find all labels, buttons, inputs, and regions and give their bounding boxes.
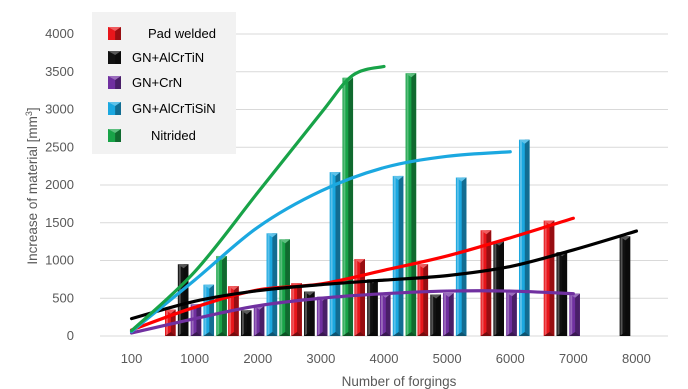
trendline xyxy=(129,150,512,334)
y-tick-label: 1500 xyxy=(45,215,74,230)
bar xyxy=(480,230,492,336)
bar xyxy=(379,293,391,336)
bar xyxy=(506,292,517,336)
y-tick-label: 4000 xyxy=(45,26,74,41)
y-tick-label: 0 xyxy=(67,328,74,343)
y-tick-label: 2500 xyxy=(45,139,74,154)
y-tick-label: 3500 xyxy=(45,64,74,79)
bar xyxy=(266,233,278,336)
y-axis-title: Increase of material [mm3] xyxy=(24,107,40,264)
bar xyxy=(430,294,441,336)
bar xyxy=(367,279,378,336)
bar xyxy=(443,292,454,336)
bar xyxy=(329,172,341,336)
y-tick-label: 2000 xyxy=(45,177,74,192)
bar xyxy=(304,291,315,336)
bar xyxy=(203,284,215,336)
x-tick-label: 3000 xyxy=(306,351,335,366)
bar xyxy=(455,177,467,336)
bar xyxy=(569,293,580,336)
bar xyxy=(253,305,265,336)
legend-label: GN+AlCrTiSiN xyxy=(132,101,216,116)
x-tick-label: 5000 xyxy=(433,351,462,366)
trendline xyxy=(129,289,575,335)
x-tick-label: 6000 xyxy=(496,351,525,366)
x-axis-title: Number of forgings xyxy=(342,374,457,389)
y-axis-title-main: Increase of material [mm xyxy=(25,116,40,265)
y-axis: 0 500 1000 1500 2000 2500 3000 3500 4000 xyxy=(45,26,74,343)
trendline xyxy=(129,64,386,333)
legend-label: GN+AlCrTiN xyxy=(132,50,204,65)
bar xyxy=(392,175,404,336)
bar xyxy=(291,283,302,336)
bar xyxy=(177,264,189,336)
legend-swatch xyxy=(108,76,121,89)
trendline xyxy=(129,216,575,332)
y-axis-title-sup: 3 xyxy=(24,111,34,116)
bar xyxy=(354,258,365,336)
legend-swatch xyxy=(108,102,121,115)
legend-swatch xyxy=(108,129,121,142)
bar xyxy=(543,220,555,336)
x-tick-label: 100 xyxy=(121,351,143,366)
x-axis: 100 1000 2000 3000 4000 5000 6000 7000 8000 xyxy=(121,351,651,366)
legend: Pad welded GN+AlCrTiN GN+CrN GN+AlCrTiSiN Ni… xyxy=(92,12,236,154)
bar xyxy=(417,264,429,336)
legend-swatch xyxy=(108,51,121,64)
y-axis-title-end: ] xyxy=(25,107,40,111)
legend-swatch xyxy=(108,27,121,40)
bar xyxy=(405,73,417,336)
y-tick-label: 3000 xyxy=(45,102,74,117)
x-tick-label: 7000 xyxy=(559,351,588,366)
bar xyxy=(619,236,631,336)
bar xyxy=(493,241,504,336)
y-tick-label: 1000 xyxy=(45,253,74,268)
x-tick-label: 4000 xyxy=(370,351,399,366)
y-tick-label: 500 xyxy=(52,290,74,305)
x-tick-label: 1000 xyxy=(180,351,209,366)
trendlines xyxy=(129,64,639,335)
bar xyxy=(240,310,252,336)
x-tick-label: 8000 xyxy=(622,351,651,366)
trendline xyxy=(129,229,639,321)
legend-label: Pad welded xyxy=(148,26,216,41)
x-tick-label: 2000 xyxy=(243,351,272,366)
legend-label: Nitrided xyxy=(151,128,196,143)
bar xyxy=(518,139,530,336)
bar xyxy=(316,296,328,336)
legend-label: GN+CrN xyxy=(132,75,182,90)
